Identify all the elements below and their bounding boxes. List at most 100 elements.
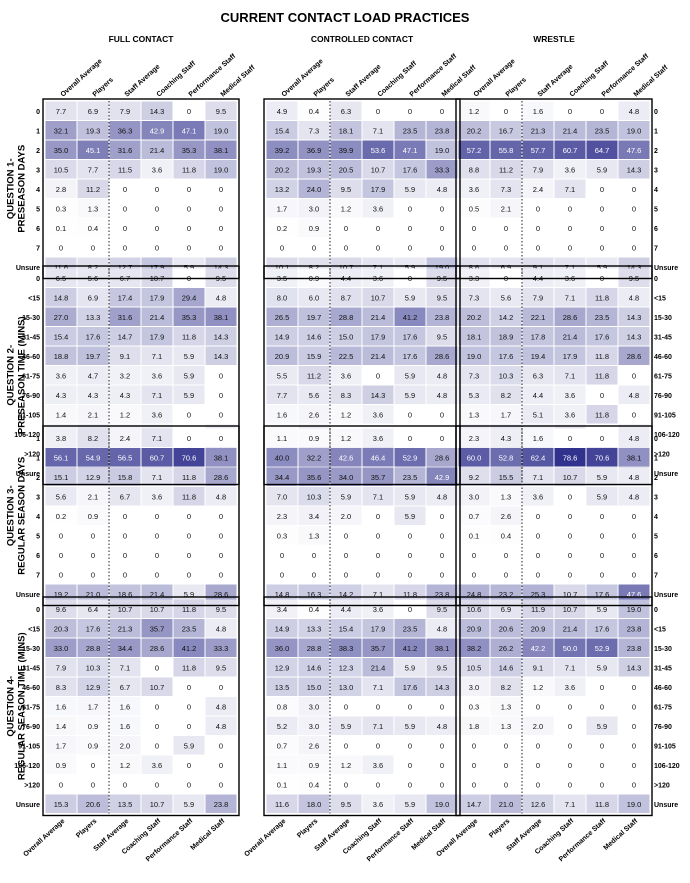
heatmap-cell: [618, 121, 650, 140]
cell-value-label: 0: [568, 741, 572, 750]
cell-value-label: 0: [440, 531, 444, 540]
cell-value-label: 0: [91, 761, 95, 770]
heatmap-cell: [458, 366, 490, 385]
cell-value-label: 52.9: [403, 453, 418, 462]
cell-value-label: 8.2: [501, 391, 511, 400]
cell-value-label: 24.0: [307, 185, 322, 194]
cell-value-label: 17.6: [499, 352, 514, 361]
heatmap-cell: [330, 218, 362, 237]
column-label-top: Players: [313, 77, 336, 99]
cell-value-label: 0: [187, 185, 191, 194]
heatmap-cell: [266, 638, 298, 657]
heatmap-cell: [266, 238, 298, 257]
cell-value-label: 0: [632, 410, 636, 419]
cell-value-label: 2.0: [533, 722, 543, 731]
heatmap-cell: [362, 448, 394, 467]
heatmap-cell: [522, 467, 554, 486]
cell-value-label: 7.1: [373, 683, 383, 692]
cell-value-label: 15.4: [339, 624, 354, 633]
cell-value-label: 0: [123, 531, 127, 540]
heatmap-cell: [426, 619, 458, 638]
heatmap-cell: [45, 487, 77, 506]
cell-value-label: 28.6: [214, 473, 229, 482]
heatmap-cell: [298, 307, 330, 326]
cell-value-label: 15.9: [307, 352, 322, 361]
cell-value-label: 0: [632, 551, 636, 560]
heatmap-cell: [554, 697, 586, 716]
cell-value-label: 19.0: [627, 605, 642, 614]
cell-value-label: 7.1: [373, 126, 383, 135]
cell-value-label: 45.1: [86, 146, 101, 155]
heatmap-cell: [266, 697, 298, 716]
heatmap-cell: [362, 775, 394, 794]
heatmap-cell: [426, 506, 458, 525]
cell-value-label: 0: [632, 683, 636, 692]
heatmap-cell: [362, 385, 394, 404]
heatmap-cell: [618, 565, 650, 584]
row-label-right: 46-60: [654, 354, 672, 361]
cell-value-label: 10.3: [307, 492, 322, 501]
heatmap-cell: [618, 288, 650, 307]
cell-value-label: 0: [91, 243, 95, 252]
row-label-left: 91-105: [18, 412, 40, 419]
heatmap-cell: [586, 736, 618, 755]
row-label-left: >120: [24, 451, 40, 458]
heatmap-cell: [618, 101, 650, 120]
heatmap-cell: [330, 697, 362, 716]
heatmap-cell: [205, 794, 237, 813]
heatmap-cell: [458, 545, 490, 564]
cell-value-label: 2.1: [501, 204, 511, 213]
heatmap-cell: [77, 775, 109, 794]
heatmap-cell: [205, 179, 237, 198]
cell-value-label: 0: [187, 761, 191, 770]
heatmap-cell: [77, 467, 109, 486]
heatmap-cell: [141, 218, 173, 237]
cell-value-label: 3.6: [373, 761, 383, 770]
column-label-bottom: Players: [488, 818, 511, 840]
heatmap-cell: [586, 428, 618, 447]
heatmap-cell: [522, 697, 554, 716]
cell-value-label: 0: [600, 243, 604, 252]
heatmap-cell: [298, 199, 330, 218]
heatmap-cell: [394, 545, 426, 564]
cell-value-label: 6.7: [120, 683, 130, 692]
cell-value-label: 0: [568, 722, 572, 731]
cell-value-label: 0: [632, 185, 636, 194]
cell-value-label: 0: [312, 551, 316, 560]
heatmap-cell: [618, 307, 650, 326]
heatmap-cell: [77, 619, 109, 638]
heatmap-cell: [458, 658, 490, 677]
heatmap-cell: [298, 327, 330, 346]
heatmap-cell: [141, 366, 173, 385]
cell-value-label: 9.6: [56, 605, 66, 614]
panel-titles: FULL CONTACT CONTROLLED CONTACT WRESTLE: [109, 34, 576, 44]
row-label-right: 15-30: [654, 315, 672, 322]
cell-value-label: 56.1: [54, 453, 69, 462]
heatmap-cell: [586, 775, 618, 794]
cell-value-label: 19.0: [467, 352, 482, 361]
heatmap-cell: [266, 160, 298, 179]
heatmap-cell: [330, 405, 362, 424]
cell-value-label: 0: [155, 741, 159, 750]
heatmap-cell: [522, 545, 554, 564]
heatmap-cell: [458, 428, 490, 447]
cell-value-label: 62.4: [531, 453, 546, 462]
heatmap-cell: [554, 140, 586, 159]
heatmap-cell: [490, 526, 522, 545]
cell-value-label: 1.2: [341, 204, 351, 213]
heatmap-cell: [490, 448, 522, 467]
question-label: QUESTION 3-REGULAR SEASON DAYS: [6, 457, 28, 575]
cell-value-label: 0: [344, 531, 348, 540]
heatmap-cell: [173, 238, 205, 257]
cell-value-label: 0: [219, 391, 223, 400]
heatmap-cell: [426, 448, 458, 467]
heatmap-cell: [362, 346, 394, 365]
cell-value-label: 18.9: [499, 332, 514, 341]
heatmap-cell: [458, 599, 490, 618]
heatmap-cell: [45, 775, 77, 794]
cell-value-label: 34.4: [118, 644, 133, 653]
heatmap-cell: [554, 268, 586, 287]
heatmap-cell: [394, 346, 426, 365]
heatmap-cell: [109, 346, 141, 365]
heatmap-cell: [330, 775, 362, 794]
